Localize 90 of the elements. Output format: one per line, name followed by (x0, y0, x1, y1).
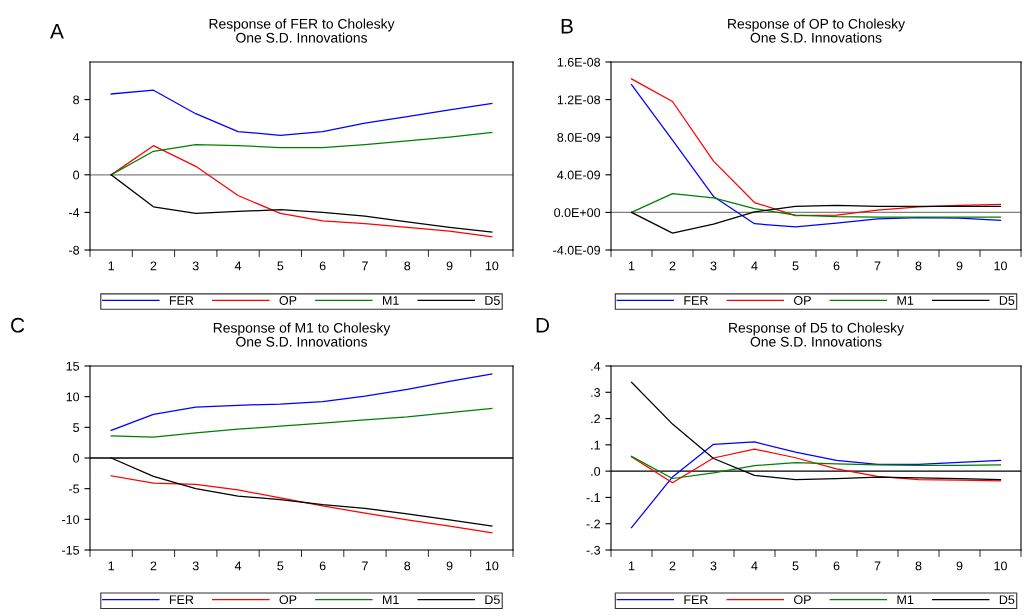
x-tick-label: 8 (404, 561, 411, 571)
x-tick-label: 6 (319, 561, 326, 571)
legend-label: OP (279, 595, 297, 605)
x-tick-label: 7 (362, 561, 368, 571)
y-tick-label: 4 (72, 133, 80, 142)
legend-label: FER (169, 296, 194, 305)
x-tick-label: 7 (874, 561, 881, 571)
x-tick-label: 7 (874, 261, 881, 271)
chart-title: Response of OP to Cholesky One S.D. Innovations (728, 18, 906, 43)
y-tick-label: -4.0E-09 (553, 245, 600, 255)
y-tick-label: -8 (69, 245, 80, 255)
y-tick-label: 0 (73, 170, 80, 180)
y-tick-label: 5 (73, 423, 80, 432)
x-tick-label: 2 (150, 261, 157, 271)
x-tick-label: 10 (994, 561, 1007, 571)
x-tick-label: 10 (485, 261, 499, 271)
chart-title: Response of D5 to Cholesky One S.D. Innovations (729, 322, 904, 347)
y-tick-label: .4 (591, 361, 601, 371)
x-tick-label: 5 (792, 261, 799, 271)
y-tick-label: -15 (62, 545, 80, 555)
y-tick-label: 0 (73, 453, 80, 463)
x-tick-label: 3 (710, 261, 717, 271)
y-tick-label: 8 (73, 95, 80, 105)
text: B (561, 19, 573, 34)
x-tick-label: 4 (751, 261, 758, 271)
x-tick-label: 6 (833, 561, 840, 571)
y-tick-label: 1.2E-08 (557, 95, 601, 105)
x-tick-label: 2 (150, 561, 157, 571)
x-tick-label: 3 (710, 561, 717, 571)
text: C (11, 317, 25, 333)
y-tick-label: -.1 (586, 493, 600, 502)
text: D (536, 318, 550, 333)
legend-label: D5 (999, 296, 1015, 305)
x-tick-label: 4 (234, 261, 242, 271)
y-tick-label: -.2 (586, 519, 600, 529)
x-tick-label: 5 (277, 561, 284, 571)
legend-label: FER (684, 296, 708, 305)
x-tick-label: 10 (485, 561, 499, 571)
y-tick-label: -10 (62, 515, 80, 524)
x-tick-label: 4 (234, 561, 242, 571)
legend-label: FER (684, 595, 708, 604)
text: A (50, 24, 64, 39)
y-tick-label: 4.0E-09 (557, 170, 600, 180)
y-tick-label: 8.0E-09 (557, 133, 600, 142)
legend-label: OP (794, 595, 811, 605)
x-tick-label: 9 (956, 561, 963, 571)
x-tick-label: 8 (915, 261, 922, 271)
x-tick-label: 1 (628, 261, 635, 271)
x-tick-label: 8 (404, 261, 411, 271)
y-tick-label: -4 (69, 208, 80, 217)
legend-label: D5 (485, 595, 500, 605)
x-tick-label: 5 (277, 261, 284, 271)
legend-label: OP (794, 296, 811, 305)
y-tick-label: 1.6E-08 (557, 57, 601, 67)
x-tick-label: 7 (362, 261, 368, 271)
y-tick-label: .3 (591, 388, 601, 397)
x-tick-label: 4 (751, 561, 758, 571)
y-tick-label: .2 (591, 414, 600, 424)
legend-label: M1 (897, 595, 914, 604)
legend-label: M1 (383, 595, 399, 604)
y-tick-label: .1 (591, 440, 600, 450)
x-tick-label: 6 (319, 261, 326, 271)
legend-label: D5 (485, 296, 500, 305)
x-tick-label: 3 (192, 261, 199, 271)
x-tick-label: 10 (994, 261, 1007, 271)
y-tick-label: -.3 (586, 545, 601, 555)
legend-label: M1 (383, 296, 399, 305)
legend-label: D5 (999, 595, 1015, 605)
y-tick-label: 0.0E+00 (554, 208, 601, 218)
legend-label: M1 (897, 296, 914, 305)
chart-title: Response of M1 to Cholesky One S.D. Innovations (213, 322, 391, 347)
y-tick-label: -5 (69, 484, 80, 494)
x-tick-label: 1 (108, 561, 115, 571)
x-tick-label: 9 (956, 261, 963, 271)
y-tick-label: .0 (591, 466, 601, 476)
x-tick-label: 1 (108, 261, 115, 271)
x-tick-label: 9 (446, 261, 453, 271)
x-tick-label: 1 (628, 561, 635, 571)
chart-title: Response of FER to Cholesky One S.D. Innovations (209, 18, 395, 43)
x-tick-label: 2 (669, 561, 676, 571)
y-tick-label: 15 (66, 361, 80, 371)
x-tick-label: 6 (833, 261, 840, 271)
x-tick-label: 5 (792, 561, 799, 571)
x-tick-label: 2 (669, 261, 676, 271)
x-tick-label: 8 (915, 561, 922, 571)
x-tick-label: 3 (192, 561, 199, 571)
legend-label: OP (279, 296, 297, 305)
x-tick-label: 9 (446, 561, 453, 571)
y-tick-label: 10 (66, 392, 80, 402)
legend-label: FER (169, 595, 194, 604)
